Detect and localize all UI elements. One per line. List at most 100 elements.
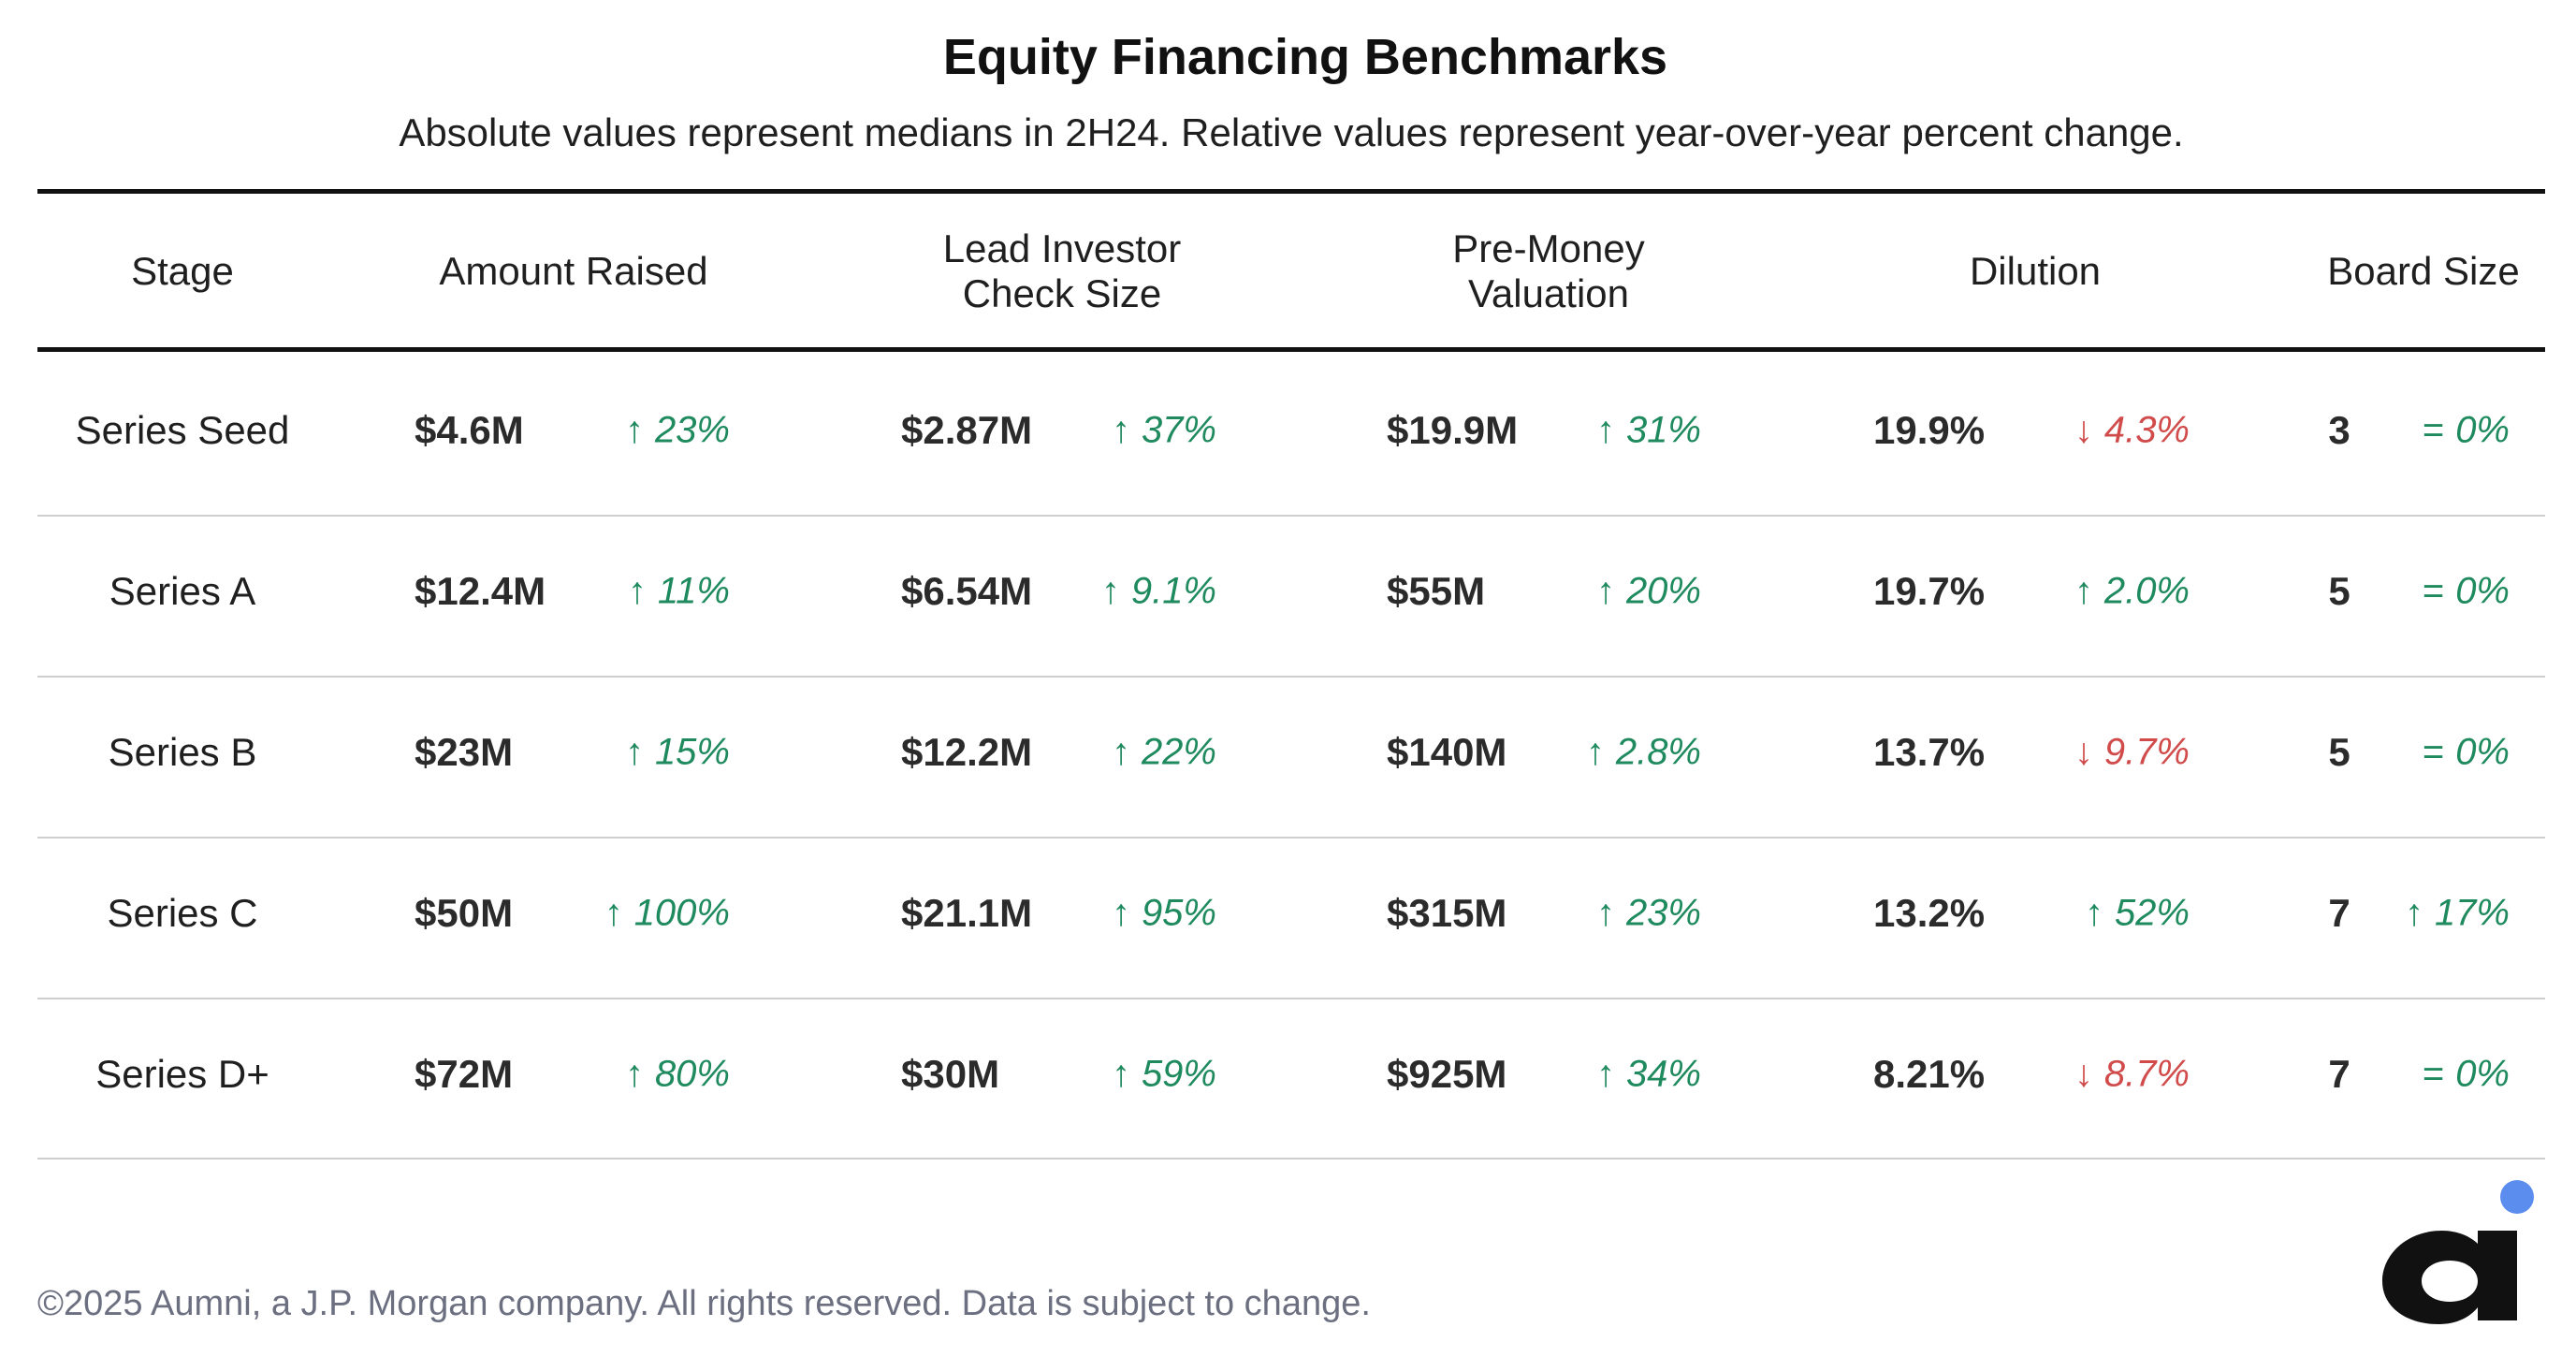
dilution-value: 19.9%	[1873, 408, 1986, 452]
amount-value: $50M	[415, 891, 514, 935]
dilution-value: 8.21%	[1873, 1052, 1986, 1096]
lead-value: $30M	[901, 1052, 1000, 1096]
lead-change: ↑ 22%	[1112, 732, 1216, 774]
board-change-text: 0%	[2455, 570, 2510, 612]
premoney-change: ↑ 31%	[1596, 410, 1701, 452]
amount-change-text: 11%	[657, 570, 730, 612]
dilution-change: ↑ 2.0%	[2074, 571, 2190, 613]
lead-change-text: 95%	[1141, 892, 1216, 934]
stage-label: Series Seed	[75, 408, 290, 452]
column-header-lead: Lead Investor Check Size	[943, 226, 1182, 316]
dilution-change-text: 9.7%	[2103, 731, 2190, 773]
premoney-change: ↑ 2.8%	[1586, 732, 1701, 774]
dilution-change-text: 4.3%	[2103, 409, 2190, 451]
lead-change: ↑ 9.1%	[1101, 571, 1216, 613]
up-arrow-icon: ↑	[1111, 1053, 1130, 1095]
amount-change-text: 23%	[654, 409, 730, 451]
aumni-logo-icon	[2382, 1180, 2534, 1324]
logo-letter-a	[2382, 1231, 2517, 1324]
column-header-board: Board Size	[2327, 249, 2519, 294]
page-title: Equity Financing Benchmarks	[942, 29, 1668, 85]
premoney-change-text: 34%	[1625, 1053, 1701, 1095]
board-value: 3	[2328, 408, 2350, 452]
lead-change-text: 37%	[1141, 409, 1216, 451]
lead-value: $2.87M	[901, 408, 1033, 452]
stage-label: Series B	[108, 730, 257, 774]
stage-label: Series D+	[95, 1052, 269, 1096]
column-header-board-line: Board Size	[2327, 249, 2520, 293]
board-change: = 0%	[2423, 1054, 2510, 1096]
amount-change: ↑ 23%	[625, 410, 730, 452]
equals-icon: =	[2422, 731, 2445, 773]
board-change: = 0%	[2423, 571, 2510, 613]
up-arrow-icon: ↑	[1100, 570, 1120, 612]
lead-change: ↑ 37%	[1112, 410, 1216, 452]
page-subtitle: Absolute values represent medians in 2H2…	[399, 110, 2184, 154]
dilution-change: ↑ 52%	[2085, 893, 2190, 935]
amount-change: ↑ 100%	[604, 893, 730, 935]
amount-value: $72M	[415, 1052, 514, 1096]
equals-icon: =	[2422, 570, 2445, 612]
table-header-rule	[37, 347, 2545, 352]
column-header-stage-line: Stage	[131, 249, 234, 293]
up-arrow-icon: ↑	[1595, 409, 1615, 451]
column-header-amount: Amount Raised	[439, 249, 707, 294]
premoney-change: ↑ 20%	[1596, 571, 1701, 613]
dilution-change: ↓ 4.3%	[2074, 410, 2190, 452]
board-change-text: 0%	[2455, 731, 2510, 773]
row-divider	[37, 1158, 2545, 1160]
stage-label: Series A	[109, 569, 256, 613]
equals-icon: =	[2422, 1053, 2445, 1095]
dilution-change-text: 52%	[2114, 892, 2190, 934]
board-value: 5	[2328, 569, 2350, 613]
up-arrow-icon: ↑	[624, 409, 644, 451]
up-arrow-icon: ↑	[1595, 570, 1615, 612]
copyright-footer: ©2025 Aumni, a J.P. Morgan company. All …	[37, 1284, 1371, 1323]
dilution-value: 13.2%	[1873, 891, 1986, 935]
premoney-change-text: 20%	[1625, 570, 1701, 612]
lead-value: $21.1M	[901, 891, 1033, 935]
premoney-value: $925M	[1387, 1052, 1507, 1096]
amount-value: $12.4M	[415, 569, 546, 613]
dilution-change-text: 8.7%	[2103, 1053, 2190, 1095]
board-value: 7	[2328, 1052, 2350, 1096]
board-change-text: 0%	[2455, 1053, 2510, 1095]
column-header-lead-line: Check Size	[962, 271, 1162, 315]
up-arrow-icon: ↑	[2084, 892, 2103, 934]
premoney-value: $19.9M	[1387, 408, 1519, 452]
premoney-value: $315M	[1387, 891, 1507, 935]
board-value: 7	[2328, 891, 2350, 935]
dilution-value: 19.7%	[1873, 569, 1986, 613]
column-header-stage: Stage	[131, 249, 234, 294]
premoney-change-text: 31%	[1625, 409, 1701, 451]
up-arrow-icon: ↑	[1595, 892, 1615, 934]
up-arrow-icon: ↑	[624, 1053, 644, 1095]
logo-dot	[2500, 1180, 2534, 1214]
column-header-premoney-line: Pre-Money	[1452, 226, 1645, 270]
amount-change-text: 15%	[654, 731, 730, 773]
down-arrow-icon: ↓	[2074, 409, 2093, 451]
amount-value: $23M	[415, 730, 514, 774]
board-change-text: 17%	[2434, 892, 2510, 934]
amount-change: ↑ 80%	[625, 1054, 730, 1096]
column-header-premoney: Pre-Money Valuation	[1452, 226, 1644, 316]
board-change: ↑ 17%	[2405, 893, 2510, 935]
premoney-change-text: 2.8%	[1615, 731, 1701, 773]
lead-change-text: 22%	[1141, 731, 1216, 773]
amount-change: ↑ 11%	[628, 571, 730, 613]
amount-value: $4.6M	[415, 408, 524, 452]
board-value: 5	[2328, 730, 2350, 774]
up-arrow-icon: ↑	[1111, 731, 1130, 773]
board-change: = 0%	[2423, 732, 2510, 774]
up-arrow-icon: ↑	[1585, 731, 1605, 773]
up-arrow-icon: ↑	[604, 892, 623, 934]
up-arrow-icon: ↑	[627, 570, 647, 612]
amount-change-text: 100%	[633, 892, 730, 934]
up-arrow-icon: ↑	[2074, 570, 2093, 612]
up-arrow-icon: ↑	[2404, 892, 2423, 934]
down-arrow-icon: ↓	[2074, 1053, 2093, 1095]
lead-change: ↑ 95%	[1112, 893, 1216, 935]
up-arrow-icon: ↑	[1111, 409, 1130, 451]
equals-icon: =	[2422, 409, 2445, 451]
row-divider	[37, 837, 2545, 839]
